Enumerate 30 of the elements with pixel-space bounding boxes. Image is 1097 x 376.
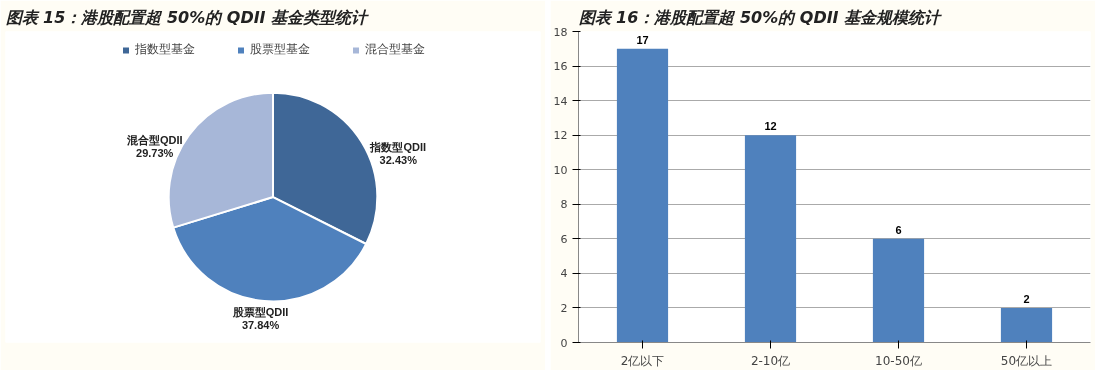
bar — [872, 238, 925, 343]
data-label: 指数型QDII 32.43% — [369, 141, 427, 167]
y-tick-label: 10 — [553, 163, 568, 177]
y-tick-label: 16 — [553, 60, 568, 74]
chart-title: 图表 15：港股配置超 50%的 QDII 基金类型统计 — [5, 7, 370, 27]
y-tick-label: 18 — [553, 25, 568, 39]
legend-label: 混合型基金 — [365, 41, 425, 58]
data-label: 12 — [764, 120, 777, 133]
data-label: 混合型QDII 29.73% — [125, 134, 183, 160]
data-label: 17 — [636, 33, 649, 46]
y-tick-label: 4 — [560, 267, 568, 281]
legend-label: 股票型基金 — [250, 41, 310, 58]
y-tick-label: 0 — [560, 336, 568, 350]
y-tick-label: 2 — [560, 301, 568, 315]
bar — [616, 48, 669, 343]
bar — [744, 135, 797, 343]
y-tick-label: 12 — [553, 129, 568, 143]
data-label: 2 — [1023, 292, 1030, 305]
chart-title: 图表 16：港股配置超 50%的 QDII 基金规模统计 — [578, 7, 943, 27]
x-tick-label: 2亿以下 — [620, 353, 665, 368]
x-tick-label: 2-10亿 — [750, 353, 791, 368]
y-tick-label: 6 — [560, 232, 568, 246]
x-tick-label: 50亿以上 — [1000, 353, 1053, 368]
legend-label: 指数型基金 — [135, 41, 195, 58]
x-tick-label: 10-50亿 — [875, 353, 922, 368]
y-tick-label: 14 — [553, 94, 568, 108]
data-label: 股票型QDII 37.84% — [231, 306, 289, 332]
y-tick-label: 8 — [560, 198, 568, 212]
bar — [1000, 307, 1053, 343]
data-label: 6 — [895, 223, 902, 236]
